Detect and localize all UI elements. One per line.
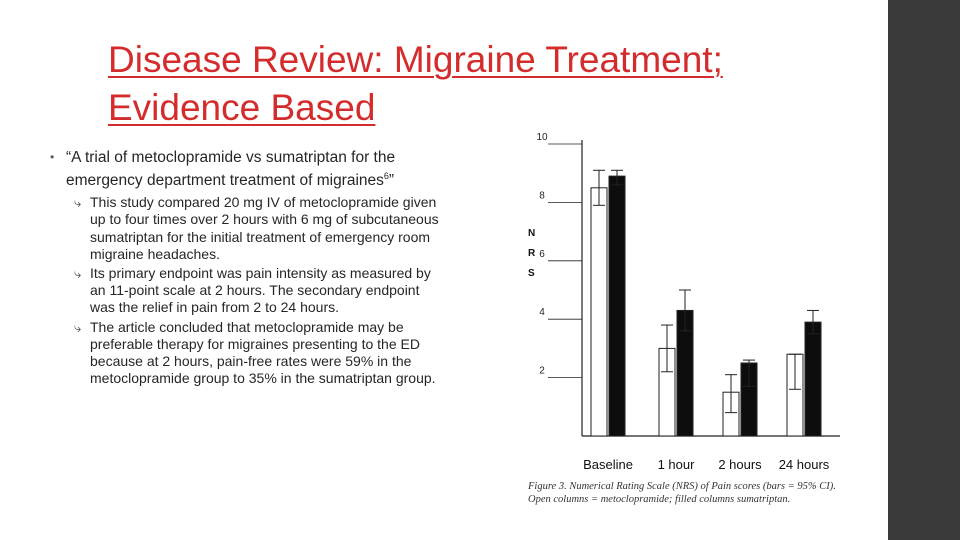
curved-arrow-icon: ⤷	[74, 265, 82, 281]
y-tick-label: 8	[539, 190, 545, 201]
main-bullet: • “A trial of metoclopramide vs sumatrip…	[50, 148, 445, 190]
curved-arrow-icon: ⤷	[74, 319, 82, 335]
y-axis-label-letter: S	[528, 268, 535, 279]
x-category-label: 2 hours	[718, 457, 762, 472]
main-bullet-text: “A trial of metoclopramide vs sumatripta…	[66, 149, 396, 190]
slide-title-line-1: Disease Review: Migraine Treatment;	[108, 39, 723, 80]
x-category-label: 24 hours	[779, 457, 830, 472]
y-tick-label: 6	[539, 249, 545, 260]
y-tick-label: 2	[539, 366, 545, 377]
nrs-bar-chart: 10 8 6 4 2 N R S Baseline 1 hour 2 hours 24 hours	[508, 132, 848, 528]
chart-svg: 10 8 6 4 2 NRS Baseline 1 hour 2 hours 24 hours	[528, 132, 840, 472]
slide-title-line-2: Evidence Based	[108, 87, 376, 128]
sumatriptan-bar	[804, 321, 822, 437]
bullet-marker: •	[50, 150, 55, 164]
sub-bullet: ⤷ Its primary endpoint was pain intensit…	[74, 265, 445, 317]
sub-bullet: ⤷ The article concluded that metoclopram…	[74, 319, 445, 388]
sub-bullet-list: ⤷ This study compared 20 mg IV of metocl…	[50, 194, 445, 387]
right-decorative-bar	[888, 0, 960, 540]
sub-bullet-text: This study compared 20 mg IV of metoclop…	[90, 194, 439, 262]
y-tick-label: 10	[536, 132, 548, 143]
y-tick-label: 4	[539, 307, 545, 318]
figure-caption: Figure 3. Numerical Rating Scale (NRS) o…	[528, 481, 836, 505]
citation-superscript: 6	[383, 171, 389, 181]
sub-bullet-text: Its primary endpoint was pain intensity …	[90, 264, 431, 316]
slide-body: • “A trial of metoclopramide vs sumatrip…	[50, 148, 445, 389]
x-category-label: 1 hour	[658, 457, 696, 472]
curved-arrow-icon: ⤷	[74, 195, 82, 211]
metoclopramide-bar	[590, 187, 608, 437]
y-axis-label-letter: N	[528, 228, 535, 239]
y-axis-label-letter: R	[528, 248, 536, 259]
slide-title: Disease Review: Migraine Treatment; Evid…	[108, 36, 848, 132]
x-category-label: Baseline	[583, 457, 633, 472]
main-bullet-text-close: ”	[388, 172, 395, 190]
sumatriptan-bar	[608, 175, 626, 437]
sub-bullet: ⤷ This study compared 20 mg IV of metocl…	[74, 194, 445, 263]
sub-bullet-text: The article concluded that metoclopramid…	[90, 318, 436, 387]
